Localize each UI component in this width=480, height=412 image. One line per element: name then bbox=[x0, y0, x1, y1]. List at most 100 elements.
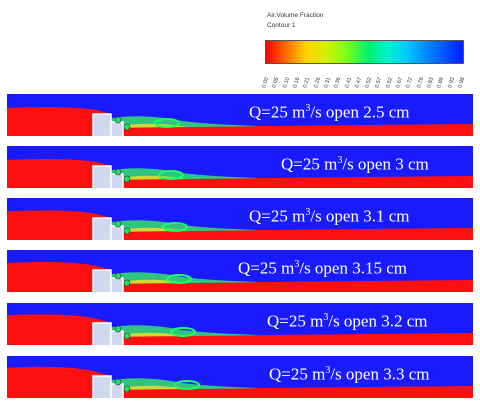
contour-plot bbox=[7, 146, 473, 191]
colorbar-tick-label: 0.21 bbox=[302, 76, 312, 89]
gate-structure bbox=[92, 322, 112, 348]
colorbar-tick-label: 0.52 bbox=[364, 76, 374, 89]
panel-label-prefix: Q=25 m bbox=[249, 206, 306, 226]
panel-label-superscript: 3 bbox=[323, 312, 329, 323]
downstream-water bbox=[111, 333, 473, 348]
sensor-marker bbox=[114, 378, 122, 386]
legend-title: Air.Volume Fraction bbox=[267, 12, 324, 19]
panel-label-suffix: /s open 3.3 cm bbox=[330, 364, 430, 384]
colorbar-tick-label: 0.62 bbox=[384, 76, 395, 89]
contour-plot bbox=[7, 250, 473, 295]
contour-plot bbox=[7, 303, 473, 348]
panel-label-suffix: /s open 3.1 cm bbox=[310, 206, 410, 226]
sensor-marker bbox=[114, 116, 122, 124]
vortex-outline bbox=[158, 170, 184, 180]
colorbar-tick-label: 0.72 bbox=[405, 76, 415, 89]
panel-label-prefix: Q=25 m bbox=[249, 102, 306, 122]
gate-structure bbox=[92, 217, 112, 243]
contour-plot bbox=[7, 94, 473, 139]
sensor-marker bbox=[114, 272, 122, 280]
downstream-water bbox=[111, 124, 473, 139]
upstream-water bbox=[7, 106, 111, 139]
panel-label: Q=25 m3/s open 2.5 cm bbox=[249, 99, 410, 123]
contour-panel: Q=25 m3/s open 3 cm bbox=[7, 146, 473, 191]
panel-label-prefix: Q=25 m bbox=[281, 154, 338, 174]
channel-floor bbox=[7, 136, 473, 139]
vortex-outline bbox=[162, 222, 188, 232]
panel-label-superscript: 3 bbox=[325, 365, 331, 376]
colorbar-tick-label: 0.31 bbox=[323, 76, 333, 89]
colorbar-tick-label: 0.00 bbox=[261, 76, 271, 89]
downstream-water bbox=[111, 176, 473, 191]
colorbar-tick-label: 0.16 bbox=[292, 76, 302, 89]
upstream-water bbox=[7, 314, 111, 348]
upstream-water bbox=[7, 262, 111, 295]
colorbar-tick-label: 0.36 bbox=[333, 76, 343, 89]
panel-label-suffix: /s open 3.15 cm bbox=[299, 258, 407, 278]
colorbar-tick-labels: 0.00 0.05 0.10 0.16 0.21 0.26 0.31 0.36 0.41 0.47… bbox=[261, 66, 467, 90]
contour-panel: Q=25 m3/s open 3.1 cm bbox=[7, 198, 473, 243]
panel-label-superscript: 3 bbox=[305, 207, 311, 218]
contour-plot bbox=[7, 198, 473, 243]
vortex-outline bbox=[154, 118, 180, 128]
channel-floor bbox=[7, 240, 473, 243]
colorbar bbox=[265, 40, 464, 64]
upstream-water bbox=[7, 366, 111, 401]
colorbar-tick-label: 0.05 bbox=[271, 76, 281, 89]
colorbar-tick-label: 0.26 bbox=[312, 76, 322, 89]
sensor-marker bbox=[123, 385, 131, 393]
sensor-marker bbox=[123, 123, 131, 131]
colorbar-tick-label: 0.67 bbox=[395, 76, 405, 89]
upstream-water bbox=[7, 210, 111, 243]
downstream-water bbox=[111, 386, 473, 401]
panel-label-suffix: /s open 3.2 cm bbox=[328, 311, 428, 331]
panel-label-prefix: Q=25 m bbox=[267, 311, 324, 331]
downstream-water bbox=[111, 228, 473, 243]
panel-label-prefix: Q=25 m bbox=[269, 364, 326, 384]
panel-label: Q=25 m3/s open 3.15 cm bbox=[238, 255, 407, 279]
panel-label-suffix: /s open 2.5 cm bbox=[310, 102, 410, 122]
colorbar-tick-label: 0.78 bbox=[415, 76, 425, 89]
colorbar-tick-label: 0.57 bbox=[374, 76, 384, 89]
contour-panel: Q=25 m3/s open 3.3 cm bbox=[7, 356, 473, 401]
panel-label-prefix: Q=25 m bbox=[238, 258, 295, 278]
gate-structure bbox=[92, 269, 112, 295]
panel-label: Q=25 m3/s open 3 cm bbox=[281, 151, 429, 175]
panel-label: Q=25 m3/s open 3.1 cm bbox=[249, 203, 410, 227]
panel-label-superscript: 3 bbox=[337, 155, 343, 166]
vortex-outline bbox=[174, 380, 200, 390]
gate-structure bbox=[92, 375, 112, 401]
vortex-outline bbox=[170, 327, 196, 337]
channel-floor bbox=[7, 188, 473, 191]
contour-panel: Q=25 m3/s open 3.2 cm bbox=[7, 303, 473, 348]
panel-label: Q=25 m3/s open 3.3 cm bbox=[269, 361, 430, 385]
colorbar-tick-label: 0.98 bbox=[457, 76, 467, 89]
panel-label-superscript: 3 bbox=[294, 259, 300, 270]
contour-panel: Q=25 m3/s open 2.5 cm bbox=[7, 94, 473, 139]
colorbar-tick-label: 0.83 bbox=[426, 76, 436, 89]
downstream-water bbox=[111, 280, 473, 295]
channel-floor bbox=[7, 292, 473, 295]
upstream-water bbox=[7, 158, 111, 191]
contour-panel: Q=25 m3/s open 3.15 cm bbox=[7, 250, 473, 295]
sensor-marker bbox=[114, 168, 122, 176]
sensor-marker bbox=[123, 332, 131, 340]
sensor-marker bbox=[114, 220, 122, 228]
sensor-marker bbox=[123, 279, 131, 287]
colorbar-tick-label: 0.93 bbox=[446, 76, 456, 89]
colorbar-tick-label: 0.41 bbox=[343, 76, 353, 89]
colorbar-tick-label: 0.47 bbox=[354, 76, 364, 89]
panel-label-superscript: 3 bbox=[305, 103, 311, 114]
colorbar-tick-label: 0.88 bbox=[436, 76, 446, 89]
legend-title-block: Air.Volume Fraction Contour 1 bbox=[267, 11, 323, 31]
gate-structure bbox=[92, 113, 112, 139]
channel-floor bbox=[7, 345, 473, 348]
sensor-marker bbox=[123, 227, 131, 235]
contour-plot bbox=[7, 356, 473, 401]
channel-floor bbox=[7, 398, 473, 401]
sensor-marker bbox=[123, 175, 131, 183]
gate-structure bbox=[92, 165, 112, 191]
colorbar-tick-label: 0.10 bbox=[281, 76, 291, 89]
vortex-outline bbox=[166, 274, 192, 284]
panel-label: Q=25 m3/s open 3.2 cm bbox=[267, 308, 428, 332]
